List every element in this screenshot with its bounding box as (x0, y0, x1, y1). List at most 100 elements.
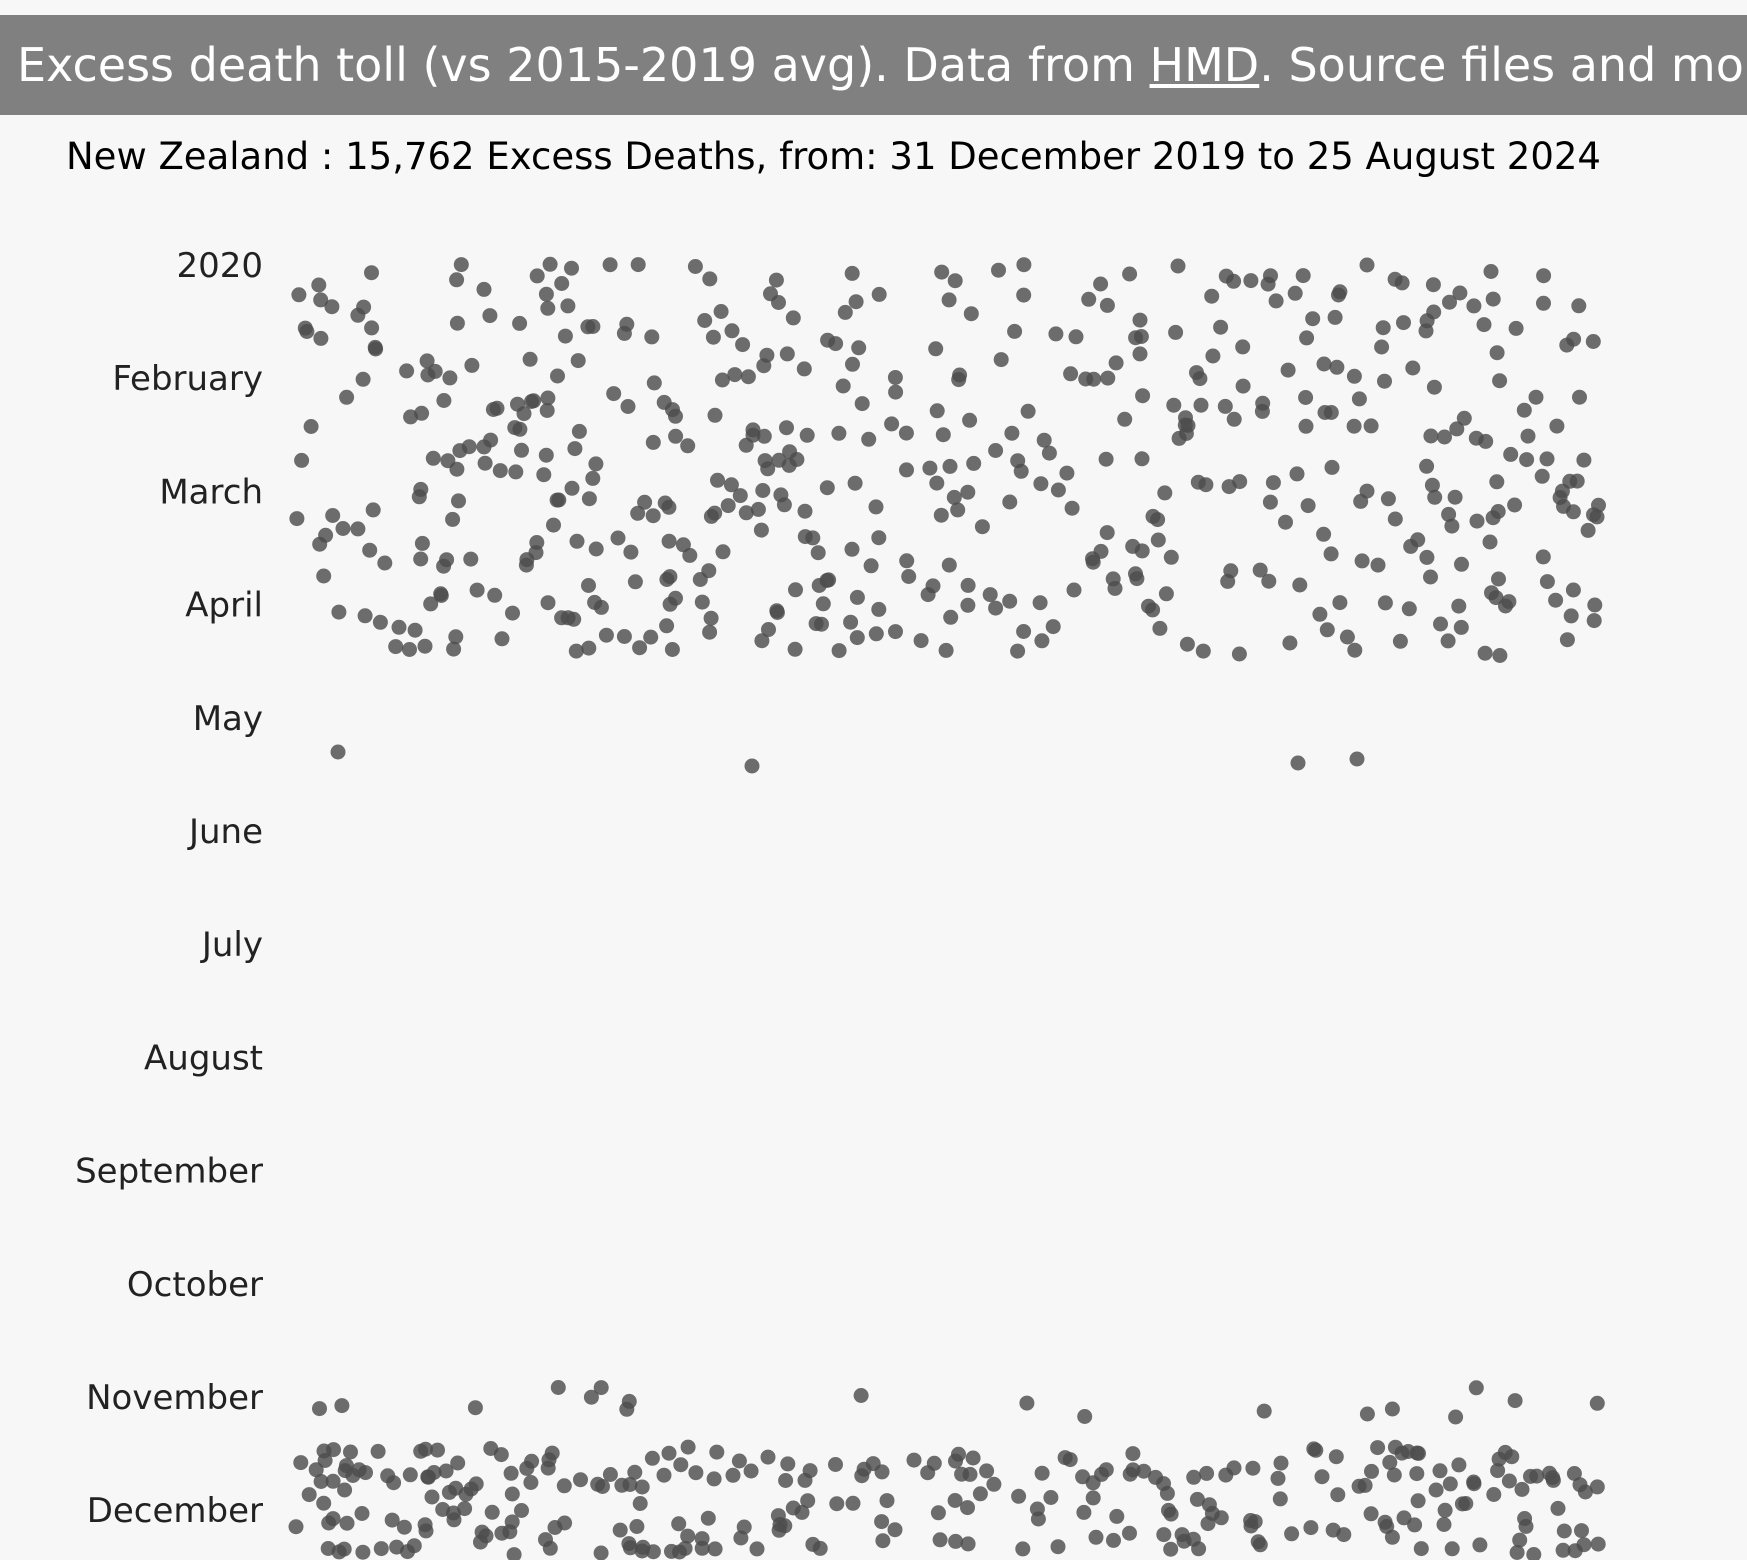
excess-death-dot (702, 271, 718, 287)
excess-death-dot (364, 320, 380, 336)
excess-death-dot (810, 545, 826, 561)
excess-death-dot (1536, 295, 1551, 311)
excess-death-dot (386, 1475, 402, 1491)
excess-death-dot (659, 572, 675, 587)
excess-death-dot (400, 1544, 415, 1560)
excess-death-dot (657, 495, 673, 511)
excess-death-dot (871, 530, 887, 546)
hmd-link[interactable]: HMD (1149, 38, 1260, 92)
excess-death-dot (1375, 320, 1391, 336)
excess-death-dot (1571, 298, 1587, 314)
excess-death-dot (1384, 1529, 1400, 1545)
excess-death-dot (529, 268, 545, 284)
excess-death-dot (334, 1398, 350, 1414)
excess-death-dot (1300, 498, 1316, 514)
excess-death-dot (507, 420, 523, 436)
excess-death-dot (694, 1540, 710, 1556)
excess-death-dot (508, 464, 524, 480)
excess-death-dot (1489, 474, 1505, 490)
excess-death-dot (1405, 360, 1421, 376)
excess-death-dot (1591, 497, 1606, 513)
excess-death-dot (587, 594, 603, 610)
excess-death-dot (540, 300, 556, 316)
excess-death-dot (637, 494, 653, 510)
excess-death-dot (932, 1532, 948, 1548)
excess-death-dot (288, 1519, 304, 1535)
excess-death-dot (289, 511, 305, 527)
excess-death-dot (1426, 304, 1442, 320)
excess-death-dot (960, 1500, 975, 1516)
excess-death-dot (868, 626, 884, 642)
excess-death-dot (311, 277, 327, 293)
excess-death-dot (948, 1533, 964, 1549)
excess-death-dot (621, 1393, 637, 1409)
excess-death-dot (413, 551, 429, 567)
excess-death-dot (1347, 642, 1363, 658)
excess-death-dot (794, 1504, 810, 1520)
excess-death-dot (1133, 329, 1149, 344)
excess-death-dot (732, 488, 748, 504)
excess-death-dot (546, 517, 561, 533)
excess-death-dot (476, 281, 492, 297)
excess-death-dot (707, 1541, 723, 1557)
excess-death-dot (934, 264, 950, 280)
excess-death-dot (662, 596, 678, 612)
excess-death-dot (487, 587, 503, 603)
excess-death-dot (1305, 311, 1321, 327)
y-tick-label: September (75, 1152, 263, 1192)
excess-death-dot (805, 530, 821, 546)
excess-death-dot (1068, 329, 1084, 345)
excess-death-dot (1261, 573, 1277, 589)
excess-death-dot (1059, 465, 1075, 481)
excess-death-dot (738, 437, 754, 453)
excess-death-dot (1552, 490, 1568, 505)
excess-death-dot (1135, 388, 1151, 404)
excess-death-dot (1245, 1460, 1261, 1476)
excess-death-dot (720, 498, 736, 514)
excess-death-dot (1002, 593, 1018, 609)
excess-death-dot (1492, 373, 1508, 389)
excess-death-dot (656, 1467, 672, 1483)
excess-death-dot (1287, 285, 1303, 301)
excess-death-dot (782, 444, 798, 460)
excess-death-dot (1050, 1539, 1066, 1555)
excess-death-dot (1128, 566, 1143, 582)
excess-death-dot (1425, 277, 1441, 293)
excess-death-dot (1036, 432, 1052, 448)
excess-death-dot (1088, 1529, 1104, 1545)
excess-death-dot (773, 487, 789, 503)
excess-death-dot (688, 1465, 704, 1481)
excess-death-dot (1019, 1395, 1035, 1411)
excess-death-dot (1122, 1525, 1137, 1541)
excess-death-dot (1185, 1531, 1201, 1547)
excess-death-dot (370, 1443, 386, 1459)
excess-death-dot (1282, 635, 1298, 651)
excess-death-dot (1050, 482, 1066, 498)
excess-death-dot (365, 502, 381, 518)
excess-death-dot (1218, 268, 1234, 284)
excess-death-dot (1453, 619, 1469, 635)
excess-death-dot (709, 1444, 725, 1460)
excess-death-dot (544, 1445, 560, 1461)
excess-death-dot (1235, 339, 1251, 355)
excess-death-dot (1331, 287, 1346, 303)
excess-death-dot (312, 536, 328, 552)
excess-death-dot (451, 493, 466, 509)
excess-death-dot (920, 1465, 936, 1481)
excess-death-dot (1034, 1465, 1050, 1481)
excess-death-dot (920, 587, 936, 603)
excess-death-dot (442, 370, 458, 386)
excess-death-dot (668, 408, 683, 424)
excess-death-dot (1509, 1545, 1525, 1560)
excess-death-dot (843, 614, 859, 630)
excess-death-dot (1452, 285, 1468, 301)
excess-death-dot (1387, 511, 1403, 527)
excess-death-dot (723, 477, 739, 493)
excess-death-dot (1576, 452, 1592, 468)
excess-death-dot (542, 256, 558, 272)
excess-death-dot (1325, 1522, 1341, 1538)
excess-death-dot (1272, 1491, 1288, 1507)
excess-death-dot (797, 1472, 813, 1488)
excess-death-dot (1085, 1475, 1101, 1491)
